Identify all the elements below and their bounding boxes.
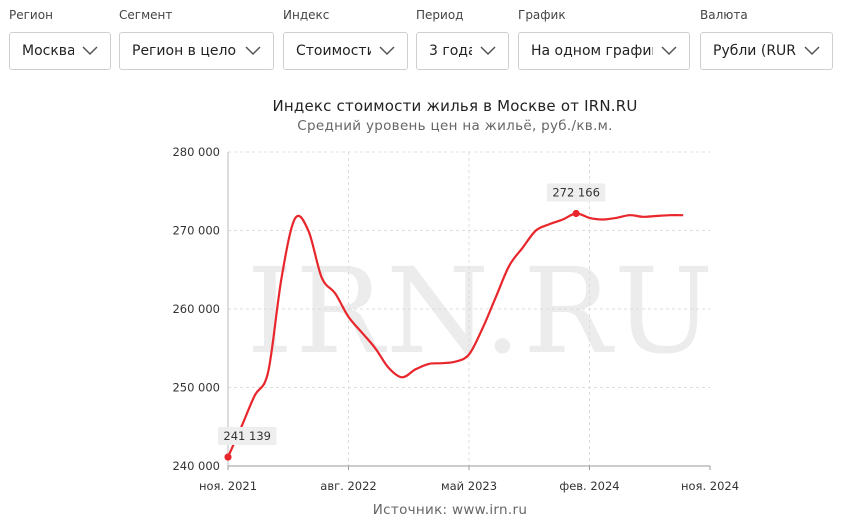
filter-label: Период (416, 8, 464, 22)
period-select[interactable]: 3 года (416, 32, 509, 70)
chart-mode-select[interactable]: На одном графике (518, 32, 690, 70)
y-tick-label: 270 000 (172, 224, 220, 238)
chevron-down-icon (82, 46, 98, 56)
x-tick-label: ноя. 2024 (681, 479, 739, 493)
chevron-down-icon (245, 46, 261, 56)
x-tick-label: май 2023 (441, 479, 497, 493)
currency-select[interactable]: Рубли (RUR) (700, 32, 833, 70)
x-tick-label: авг. 2022 (320, 479, 376, 493)
watermark-text: IRN.RU (247, 242, 716, 380)
select-value: Стоимости (296, 43, 371, 59)
filter-label: Индекс (283, 8, 330, 22)
y-tick-label: 260 000 (172, 302, 220, 316)
filter-label: График (518, 8, 566, 22)
data-label: 241 139 (223, 429, 271, 443)
series-line (226, 212, 684, 458)
y-tick-label: 240 000 (172, 459, 220, 473)
x-tick-label: фев. 2024 (559, 479, 619, 493)
filter-bar: Регион Москва Сегмент Регион в целом Инд… (0, 0, 842, 80)
data-point-marker (224, 453, 232, 461)
chevron-down-icon (661, 46, 677, 56)
index-select[interactable]: Стоимости (283, 32, 408, 70)
segment-select[interactable]: Регион в целом (119, 32, 274, 70)
chevron-down-icon (379, 46, 395, 56)
chevron-down-icon (480, 46, 496, 56)
data-label-box (546, 183, 606, 202)
chart-title: Индекс стоимости жилья в Москве от IRN.R… (272, 97, 638, 115)
select-value: Москва (22, 43, 74, 59)
data-point-marker (572, 209, 580, 218)
select-value: Рубли (RUR) (713, 43, 796, 59)
filter-label: Регион (9, 8, 53, 22)
y-tick-label: 250 000 (172, 381, 220, 395)
y-tick-label: 280 000 (172, 145, 220, 159)
data-label-box (218, 427, 277, 446)
x-tick-label: ноя. 2021 (199, 479, 257, 493)
select-value: На одном графике (531, 43, 653, 59)
region-select[interactable]: Москва (9, 32, 111, 70)
filter-label: Валюта (700, 8, 748, 22)
filter-label: Сегмент (119, 8, 173, 22)
chart-source: Источник: www.irn.ru (372, 502, 528, 518)
data-label: 272 166 (552, 185, 600, 199)
chart-subtitle: Средний уровень цен на жильё, руб./кв.м. (297, 118, 613, 134)
select-value: 3 года (429, 43, 472, 59)
chevron-down-icon (804, 46, 820, 56)
select-value: Регион в целом (132, 43, 237, 59)
